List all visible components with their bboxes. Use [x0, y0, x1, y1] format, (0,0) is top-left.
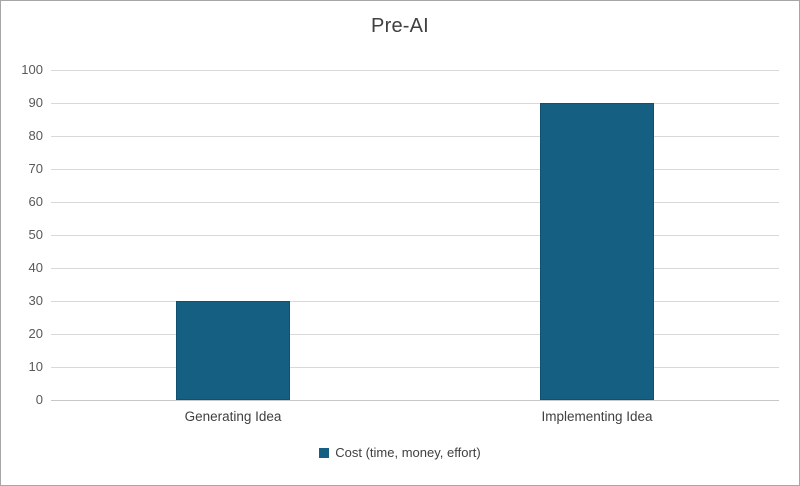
- legend-label: Cost (time, money, effort): [335, 445, 481, 460]
- gridline: [51, 136, 779, 137]
- gridline: [51, 202, 779, 203]
- gridline: [51, 268, 779, 269]
- legend-swatch-icon: [319, 447, 330, 458]
- y-tick-label: 100: [21, 62, 43, 77]
- y-tick-label: 40: [28, 260, 43, 275]
- gridline: [51, 103, 779, 104]
- y-tick-label: 50: [28, 227, 43, 242]
- y-tick-label: 0: [35, 392, 43, 407]
- x-category-label: Implementing Idea: [541, 409, 653, 424]
- gridline: [51, 301, 779, 302]
- x-category-label: Generating Idea: [184, 409, 282, 424]
- gridline: [51, 334, 779, 335]
- gridline: [51, 367, 779, 368]
- bar-generating-idea: [176, 301, 290, 400]
- x-axis-line: [51, 400, 779, 401]
- gridline: [51, 70, 779, 71]
- y-tick-label: 60: [28, 194, 43, 209]
- y-tick-label: 70: [28, 161, 43, 176]
- chart-title: Pre-AI: [371, 15, 429, 37]
- y-tick-label: 20: [28, 326, 43, 341]
- y-tick-label: 30: [28, 293, 43, 308]
- gridline: [51, 235, 779, 236]
- bar-implementing-idea: [540, 103, 654, 400]
- legend: Cost (time, money, effort): [1, 445, 799, 460]
- y-tick-label: 90: [28, 95, 43, 110]
- y-tick-label: 10: [28, 359, 43, 374]
- y-tick-label: 80: [28, 128, 43, 143]
- gridline: [51, 169, 779, 170]
